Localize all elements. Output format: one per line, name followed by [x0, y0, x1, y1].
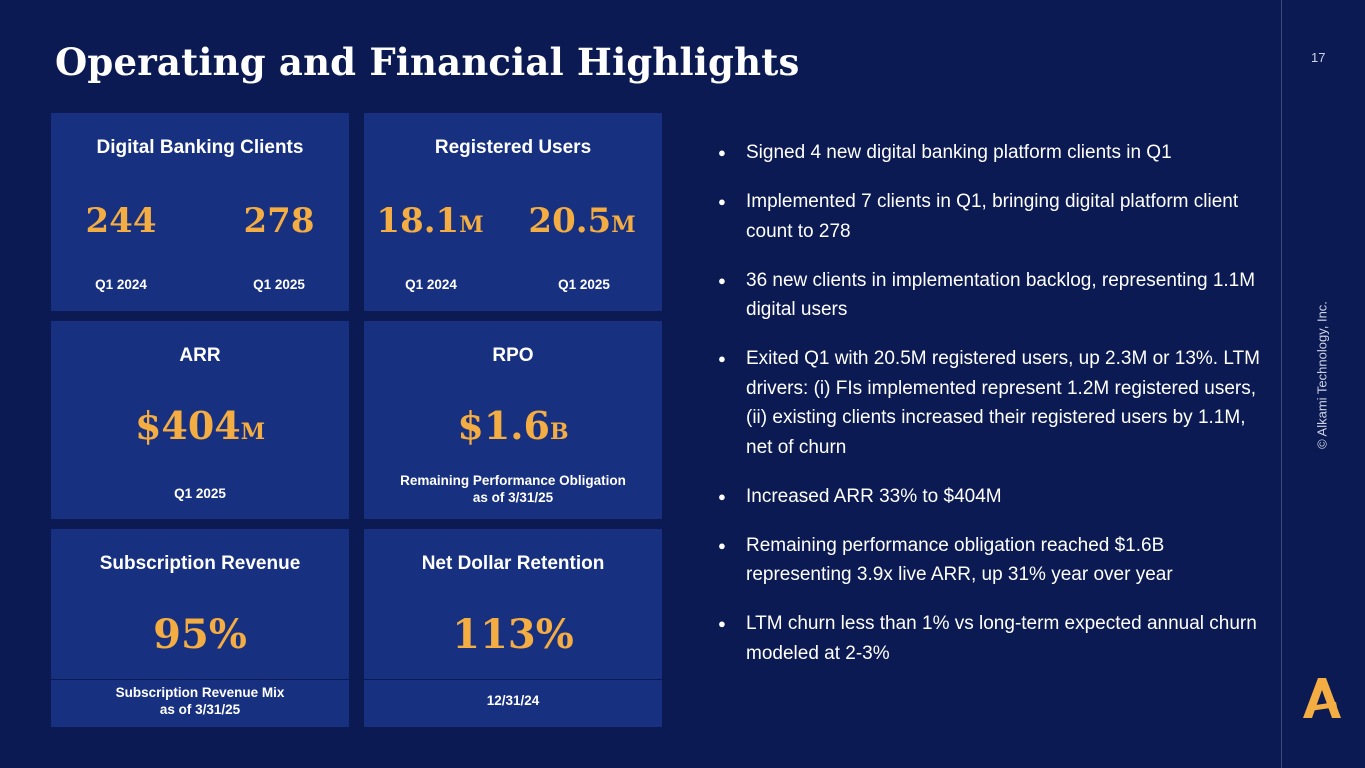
period-label-q1-2025: Q1 2025 — [253, 277, 305, 292]
card-registered-users: Registered Users 18.1M 20.5M Q1 2024 Q1 … — [364, 113, 662, 311]
card-title: Net Dollar Retention — [421, 553, 605, 574]
list-item: ● Implemented 7 clients in Q1, bringing d… — [718, 187, 1270, 246]
metric-unit: B — [549, 419, 569, 445]
copyright-notice: © Alkami Technology, Inc. — [1314, 301, 1330, 449]
caption-line: as of 3/31/25 — [159, 702, 241, 717]
card-net-dollar-retention: Net Dollar Retention 113% 12/31/24 — [364, 529, 662, 727]
list-item: ● LTM churn less than 1% vs long-term exp… — [718, 609, 1270, 668]
list-item: ● Signed 4 new digital banking platform c… — [718, 138, 1270, 168]
card-title: Digital Banking Clients — [96, 137, 304, 158]
caption-line: as of 3/31/25 — [472, 490, 554, 505]
bullet-icon: ● — [718, 351, 726, 366]
page-title: Operating and Financial Highlights — [55, 40, 800, 84]
highlights-list: ● Signed 4 new digital banking platform c… — [718, 138, 1270, 688]
bullet-icon: ● — [718, 145, 726, 160]
card-caption: 12/31/24 — [486, 693, 540, 708]
vertical-divider — [1281, 0, 1282, 768]
list-item-text: LTM churn less than 1% vs long-term expe… — [746, 613, 1257, 664]
metric-value: $404M — [134, 403, 266, 448]
metric-value-q1-2025: 278 — [243, 201, 315, 241]
bullet-icon: ● — [718, 537, 726, 553]
alkami-logo-icon — [1303, 678, 1341, 718]
metric-value: 113% — [452, 611, 574, 658]
list-item-text: Implemented 7 clients in Q1, bringing di… — [746, 191, 1239, 242]
card-seam — [364, 679, 662, 680]
card-rpo: RPO $1.6B Remaining Performance Obligati… — [364, 321, 662, 519]
list-item-text: 36 new clients in implementation backlog… — [746, 269, 1256, 321]
card-digital-banking-clients: Digital Banking Clients 244 278 Q1 2024 … — [51, 113, 349, 311]
bullet-icon: ● — [718, 272, 726, 288]
bullet-icon: ● — [718, 616, 726, 631]
metric-value-q1-2025: 20.5M — [528, 201, 636, 241]
list-item: ● Increased ARR 33% to $404M — [718, 482, 1270, 512]
card-arr: ARR $404M Q1 2025 — [51, 321, 349, 519]
caption-line: Remaining Performance Obligation — [400, 473, 626, 488]
page-number: 17 — [1311, 50, 1326, 65]
caption-line: Subscription Revenue Mix — [115, 685, 285, 700]
period-label-q1-2024: Q1 2024 — [95, 277, 147, 292]
metric-value: 95% — [153, 611, 247, 658]
metric-value-q1-2024: 244 — [85, 201, 157, 241]
card-subscription-revenue: Subscription Revenue 95% Subscription Re… — [51, 529, 349, 727]
list-item-text: Remaining performance obligation reached… — [746, 534, 1173, 586]
list-item-text: Exited Q1 with 20.5M registered users, u… — [746, 348, 1260, 458]
card-title: RPO — [492, 345, 534, 366]
period-label-q1-2024: Q1 2024 — [405, 277, 457, 292]
bullet-icon: ● — [718, 488, 726, 504]
card-title: Registered Users — [434, 137, 592, 158]
list-item-text: Increased ARR 33% to $404M — [746, 485, 1002, 507]
card-caption: Remaining Performance Obligation as of 3… — [364, 472, 662, 506]
card-title: ARR — [179, 345, 221, 366]
metric-unit: M — [459, 212, 484, 238]
metric-value-q1-2024: 18.1M — [376, 201, 484, 241]
list-item: ● Remaining performance obligation reache… — [718, 531, 1270, 590]
metric-unit: M — [240, 419, 266, 445]
list-item: ● 36 new clients in implementation backlo… — [718, 266, 1270, 325]
card-title: Subscription Revenue — [99, 553, 301, 574]
list-item: ● Exited Q1 with 20.5M registered users, … — [718, 344, 1270, 462]
metric-value: $1.6B — [457, 403, 569, 448]
period-label-q1-2025: Q1 2025 — [558, 277, 610, 292]
bullet-icon: ● — [718, 194, 726, 209]
metric-unit: M — [611, 212, 636, 238]
card-caption: Q1 2025 — [174, 486, 226, 501]
card-seam — [51, 679, 349, 680]
card-caption: Subscription Revenue Mix as of 3/31/25 — [51, 684, 349, 718]
list-item-text: Signed 4 new digital banking platform cl… — [746, 142, 1172, 163]
